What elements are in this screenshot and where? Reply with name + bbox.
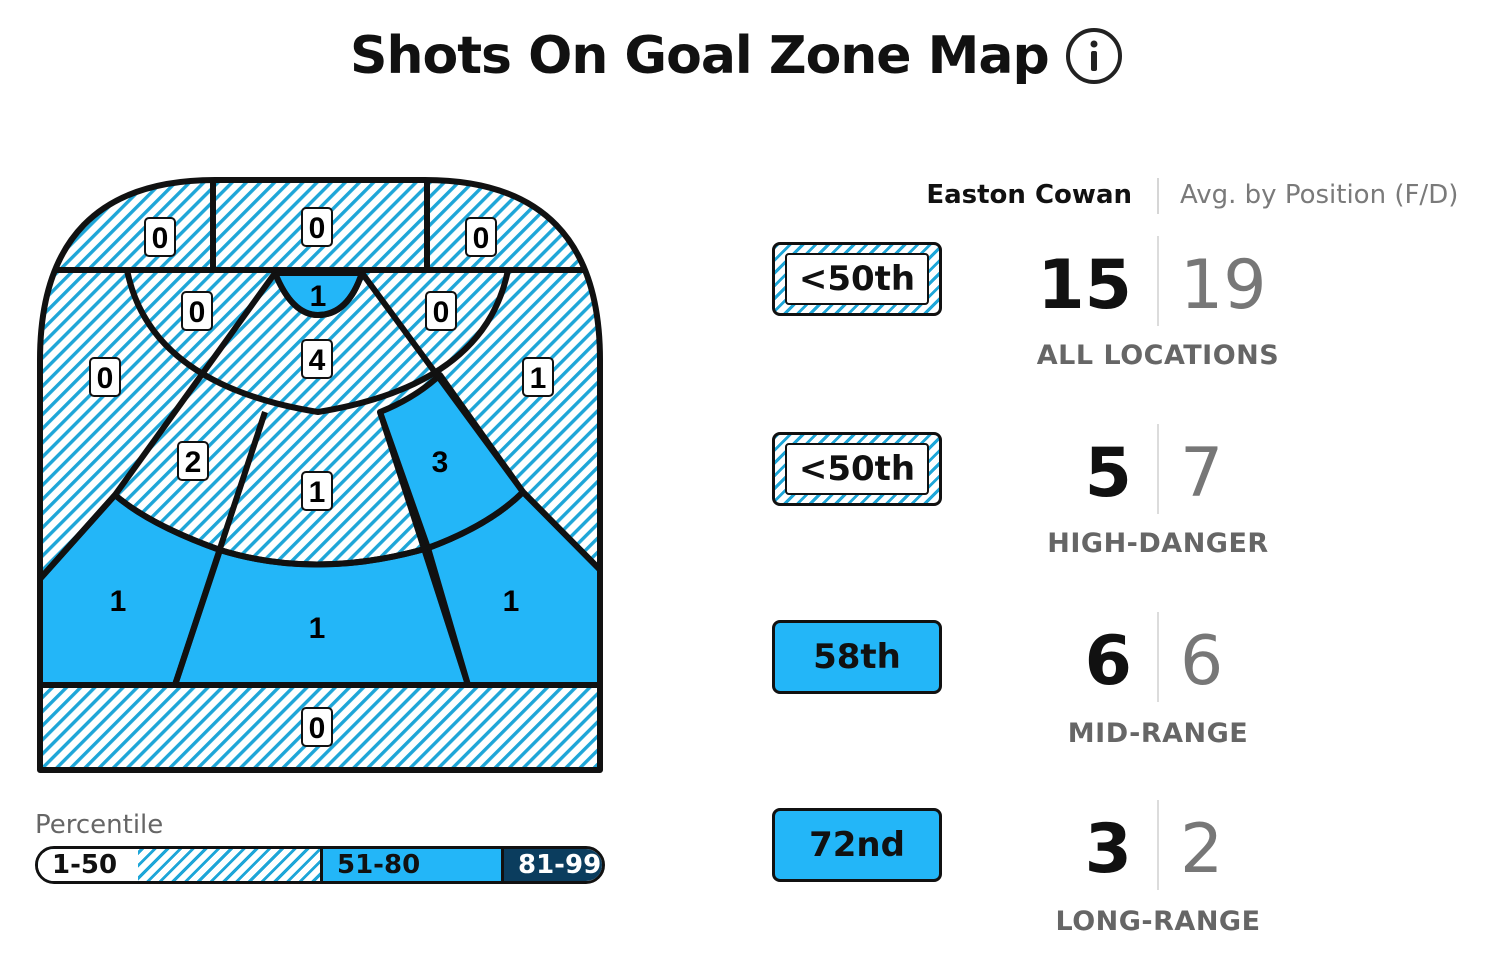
zone-label: 0 [425,291,457,331]
zone-slot-left-inner-value: 0 [189,296,206,329]
zone-label: 1 [301,471,333,511]
avg-value: 7 [1180,434,1224,513]
player-value: 5 [1084,434,1132,513]
value-divider [1157,800,1159,890]
zone-label: 1 [522,357,554,397]
player-value: 3 [1084,810,1132,889]
stat-row-all-locations: <50th 15 19 ALL LOCATIONS [0,236,1508,392]
column-divider [1157,178,1159,214]
percentile-badge: <50th [772,432,942,506]
zone-behind-net-center-value: 0 [309,212,326,245]
value-divider [1157,236,1159,326]
player-value: 15 [1037,246,1132,325]
legend-title: Percentile [35,810,164,840]
zone-crease-value: 1 [310,280,327,313]
player-value: 6 [1084,622,1132,701]
zone-label: 2 [177,441,209,481]
zone-blue-line-value: 0 [309,712,326,745]
row-label: MID-RANGE [1067,718,1249,749]
legend-segment-mid: 51-80 [320,849,501,881]
page-title: Shots On Goal Zone Map [350,26,1050,86]
stat-row-long-range: 72nd 3 2 LONG-RANGE [0,800,1508,958]
stat-row-high-danger: <50th 5 7 HIGH-DANGER [0,424,1508,582]
zone-wing-right-value: 1 [530,362,547,395]
zone-slot-left-outer-value: 2 [185,446,202,479]
zone-point-right-value: 1 [503,585,520,618]
zone-label: 0 [301,707,333,747]
stat-row-mid-range: 58th 6 6 MID-RANGE [0,612,1508,770]
avg-value: 6 [1180,622,1224,701]
value-divider [1157,612,1159,702]
percentile-badge: 58th [772,620,942,694]
zone-point-center-value: 1 [309,612,326,645]
zone-slot-right-inner-value: 0 [433,296,450,329]
legend-segment-low: 1-50 [38,849,320,881]
zone-slot-center-outer-value: 1 [309,476,326,509]
zone-wing-left-value: 0 [97,362,114,395]
shot-zone-map: 0 0 0 1 0 0 4 0 1 2 1 3 1 1 1 0 [37,177,603,773]
avg-value: 19 [1180,246,1267,325]
row-label: HIGH-DANGER [1047,528,1269,559]
info-circle-icon[interactable] [1062,24,1126,88]
avg-column-header: Avg. by Position (F/D) [1180,180,1459,210]
zone-label: 0 [144,217,176,257]
zone-point-left-value: 1 [110,585,127,618]
percentile-badge: 72nd [772,808,942,882]
legend-segment-high: 81-99 [501,849,602,881]
zone-behind-net-left-value: 0 [152,222,169,255]
zone-label: 0 [301,207,333,247]
avg-value: 2 [1180,810,1224,889]
row-label: LONG-RANGE [1055,906,1261,937]
zone-slot-right-outer-value: 3 [432,446,449,479]
zone-label: 0 [181,291,213,331]
zone-behind-net-right-value: 0 [473,222,490,255]
percentile-badge: <50th [772,242,942,316]
value-divider [1157,424,1159,514]
zone-label: 4 [301,339,333,379]
percentile-legend: 1-50 51-80 81-99 [35,846,605,884]
zone-slot-center-inner-value: 4 [309,344,326,377]
player-column-header: Easton Cowan [926,180,1132,210]
zone-label: 0 [89,357,121,397]
row-label: ALL LOCATIONS [1036,340,1280,371]
zone-label: 0 [465,217,497,257]
